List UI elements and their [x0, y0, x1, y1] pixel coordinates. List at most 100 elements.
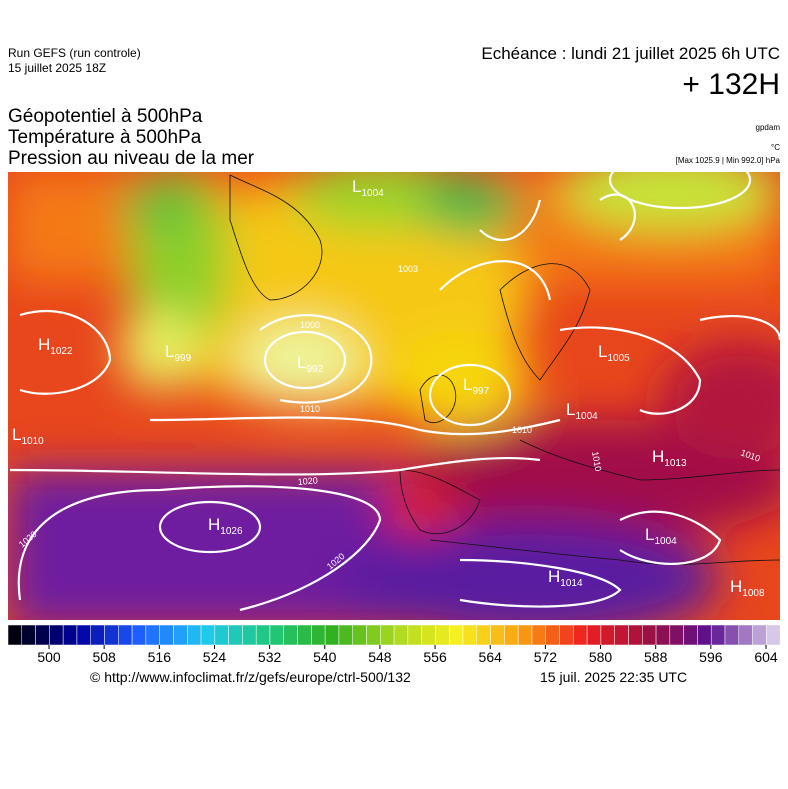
center-value: 1010 — [21, 436, 44, 447]
center-kind: L — [297, 353, 306, 372]
colorbar-swatch — [655, 624, 671, 646]
colorbar-label: 556 — [423, 649, 447, 665]
colorbar-swatch — [600, 624, 615, 646]
colorbar-swatch — [559, 624, 574, 646]
colorbar-swatch — [448, 624, 464, 646]
center-kind: H — [208, 515, 220, 534]
center-value: 1008 — [742, 588, 765, 599]
source: © http://www.infoclimat.fr/z/gefs/europe… — [90, 669, 411, 685]
unit: [Max 1025.9 | Min 992.0] hPa — [675, 156, 780, 165]
colorbar-swatch — [490, 624, 505, 646]
colorbar-label: 500 — [37, 649, 61, 665]
colorbar-swatch — [159, 624, 174, 646]
colorbar-swatch — [338, 624, 353, 646]
colorbar-swatch — [421, 624, 436, 646]
generated: 15 juil. 2025 22:35 UTC — [540, 669, 688, 685]
colorbar-swatch — [242, 624, 257, 646]
colorbar-label: 532 — [258, 649, 282, 665]
colorbar-label: 516 — [148, 649, 172, 665]
isobar-label: 1010 — [300, 404, 320, 414]
colorbar-swatch — [531, 624, 547, 646]
pressure-center: L1005 — [598, 342, 630, 364]
field — [8, 172, 780, 620]
center-kind: H — [548, 567, 560, 586]
colorbar-swatch — [269, 624, 285, 646]
colorbar-label: 588 — [644, 649, 668, 665]
lead-time: + 132H — [682, 68, 780, 101]
colorbar-label: 604 — [754, 649, 778, 665]
center-kind: L — [165, 342, 174, 361]
colorbar-swatch — [7, 624, 23, 646]
colorbar-swatch — [710, 624, 726, 646]
pressure-center: L997 — [463, 375, 490, 397]
center-kind: L — [12, 425, 21, 444]
colorbar-swatch — [614, 624, 629, 646]
center-kind: L — [645, 525, 654, 544]
colorbar-swatch — [200, 624, 216, 646]
colorbar-swatch — [435, 624, 450, 646]
isobar-label: 1020 — [297, 475, 318, 487]
colorbar-swatch — [21, 624, 36, 646]
colorbar-swatch — [49, 624, 64, 646]
center-value: 997 — [472, 386, 489, 397]
layer: Température à 500hPa — [8, 127, 202, 148]
isobar-label: 1000 — [300, 320, 320, 330]
colorbar-swatch — [104, 624, 119, 646]
center-value: 1014 — [560, 578, 583, 589]
colorbar-swatch — [766, 624, 781, 646]
pressure-center: L992 — [297, 353, 324, 375]
pressure-center: L1004 — [566, 400, 598, 422]
colorbar-swatch — [145, 624, 160, 646]
pressure-center: L999 — [165, 342, 192, 364]
center-kind: L — [566, 400, 575, 419]
colorbar-swatch — [642, 624, 657, 646]
pressure-center: H1026 — [208, 515, 243, 537]
colorbar-swatch — [628, 624, 643, 646]
colorbar-swatch — [738, 624, 753, 646]
run: Run GEFS (run controle) — [8, 46, 141, 60]
colorbar-swatch — [214, 624, 229, 646]
isobar-label: 1003 — [398, 264, 418, 274]
colorbar-swatch — [297, 624, 312, 646]
unit: gpdam — [755, 123, 780, 132]
colorbar-swatch — [697, 624, 712, 646]
pressure-center: H1008 — [730, 577, 765, 599]
unit: °C — [771, 143, 780, 152]
colorbar-swatch — [255, 624, 271, 646]
colorbar-swatch — [724, 624, 740, 646]
isobars — [9, 172, 780, 612]
colorbar-swatch — [586, 624, 602, 646]
colorbar-label: 540 — [313, 649, 337, 665]
center-kind: H — [38, 335, 50, 354]
center-value: 999 — [174, 353, 191, 364]
layer: Pression au niveau de la mer — [8, 148, 255, 169]
colorbar-swatch — [228, 624, 243, 646]
center-kind: H — [730, 577, 742, 596]
center-value: 992 — [306, 364, 323, 375]
colorbar-swatch — [573, 624, 588, 646]
center-value: 1022 — [50, 346, 73, 357]
center-value: 1004 — [361, 188, 384, 199]
colorbar-swatch — [393, 624, 409, 646]
colorbar-swatch — [311, 624, 326, 646]
center-kind: L — [598, 342, 607, 361]
colorbar-label: 524 — [203, 649, 227, 665]
center-value: 1005 — [607, 353, 630, 364]
pressure-center: H1022 — [38, 335, 73, 357]
colorbar-swatch — [324, 624, 340, 646]
colorbar-swatch — [35, 624, 50, 646]
center-kind: L — [463, 375, 472, 394]
colorbar-swatch — [62, 624, 78, 646]
center-value: 1004 — [654, 536, 677, 547]
colorbar-swatch — [545, 624, 560, 646]
colorbar-label: 572 — [534, 649, 558, 665]
layer: Géopotentiel à 500hPa — [8, 106, 203, 127]
run-date: 15 juillet 2025 18Z — [8, 61, 107, 75]
center-kind: L — [352, 177, 361, 196]
colorbar-swatch — [173, 624, 188, 646]
isobar-label: 1010 — [590, 451, 603, 472]
colorbar-swatch — [118, 624, 133, 646]
colorbar-swatch — [476, 624, 491, 646]
center-value: 1026 — [220, 526, 243, 537]
